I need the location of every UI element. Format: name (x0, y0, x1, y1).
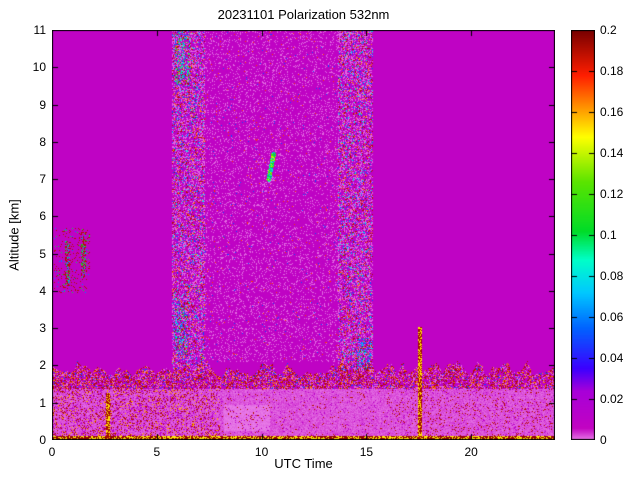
x-tick-label: 20 (464, 445, 478, 459)
y-tick-label: 5 (39, 246, 46, 261)
colorbar-tick-label: 0.16 (600, 105, 624, 119)
y-tick-label: 7 (39, 172, 46, 187)
colorbar-tick-label: 0.02 (600, 392, 624, 406)
y-tick-label: 10 (32, 60, 46, 75)
x-tick-label: 5 (153, 445, 161, 459)
heatmap-plot (52, 30, 555, 440)
colorbar-tick-label: 0.12 (600, 187, 624, 201)
y-tick-label: 2 (39, 358, 46, 373)
y-tick-label: 4 (39, 283, 46, 298)
y-tick-label: 9 (39, 97, 46, 112)
colorbar-tick-label: 0.04 (600, 351, 624, 365)
y-tick-label: 0 (39, 433, 46, 447)
colorbar-tick-label: 0.18 (600, 64, 624, 78)
x-tick-label: 0 (48, 445, 56, 459)
y-tick-label: 1 (39, 395, 46, 410)
colorbar-tick-label: 0 (600, 433, 607, 447)
y-tick-label: 8 (39, 134, 46, 149)
colorbar (571, 30, 595, 440)
colorbar-tick-label: 0.14 (600, 146, 624, 160)
colorbar-tick-label: 0.1 (600, 228, 617, 242)
x-axis-label: UTC Time (274, 456, 333, 471)
colorbar-tick-label: 0.2 (600, 23, 617, 37)
y-tick-label: 6 (39, 209, 46, 224)
chart-title: 20231101 Polarization 532nm (217, 7, 390, 22)
colorbar-tick-label: 0.08 (600, 269, 624, 283)
y-tick-label: 11 (33, 23, 46, 37)
x-tick-label: 15 (359, 445, 374, 459)
colorbar-tick-label: 0.06 (600, 310, 624, 324)
y-tick-label: 3 (39, 321, 46, 336)
x-tick-label: 10 (254, 445, 269, 459)
